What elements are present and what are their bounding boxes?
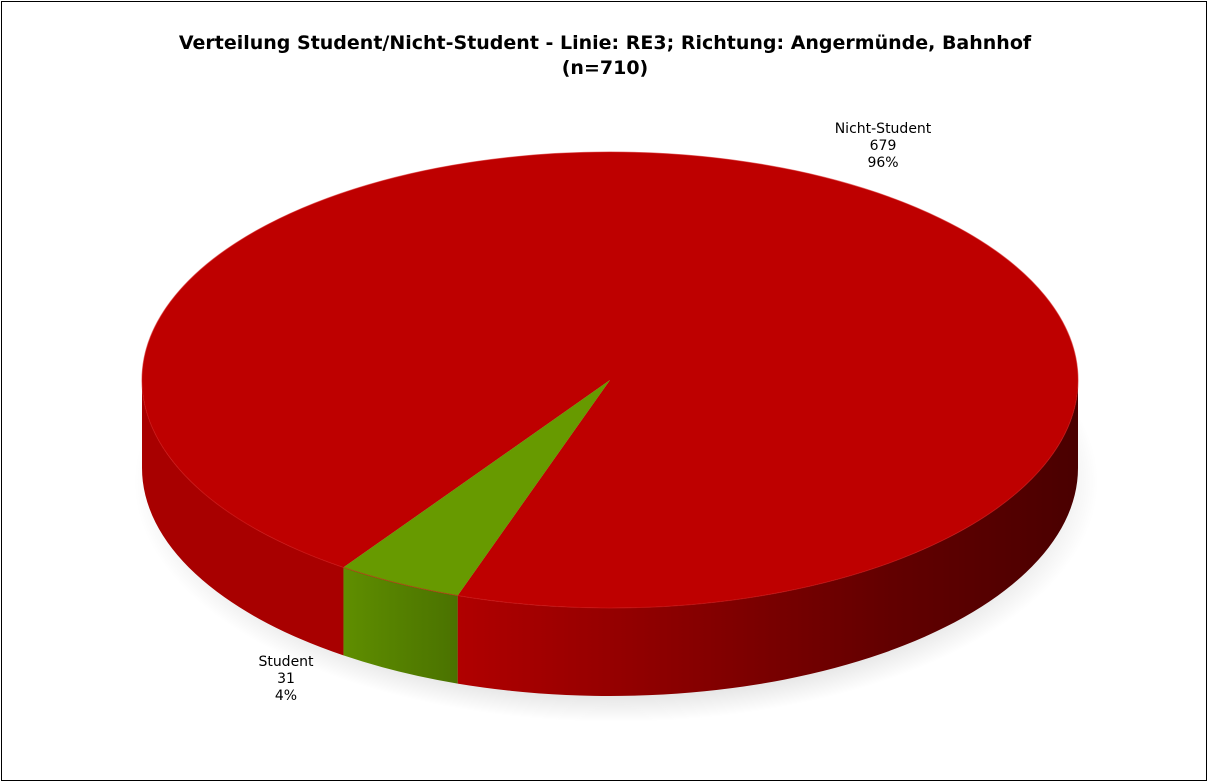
slice-name: Nicht-Student	[834, 121, 932, 137]
slice-value: 679	[869, 138, 897, 154]
slice-side-student	[343, 567, 458, 684]
slice-label-student: Student 31 4%	[226, 654, 346, 705]
pie-rim	[141, 151, 1079, 609]
slice-percent: 4%	[274, 688, 298, 704]
slice-value: 31	[277, 671, 295, 687]
slice-side-nicht-student-left	[142, 380, 344, 656]
slice-name: Student	[258, 654, 314, 670]
slice-nicht-student	[142, 152, 1079, 609]
chart-title: Verteilung Student/Nicht-Student - Linie…	[178, 32, 1032, 54]
slice-side-nicht-student-right	[457, 380, 1078, 696]
slice-percent: 96%	[867, 155, 899, 171]
chart-subtitle: (n=710)	[561, 57, 649, 79]
slice-label-nicht-student: Nicht-Student 679 96%	[813, 121, 953, 172]
slice-student	[343, 380, 610, 596]
